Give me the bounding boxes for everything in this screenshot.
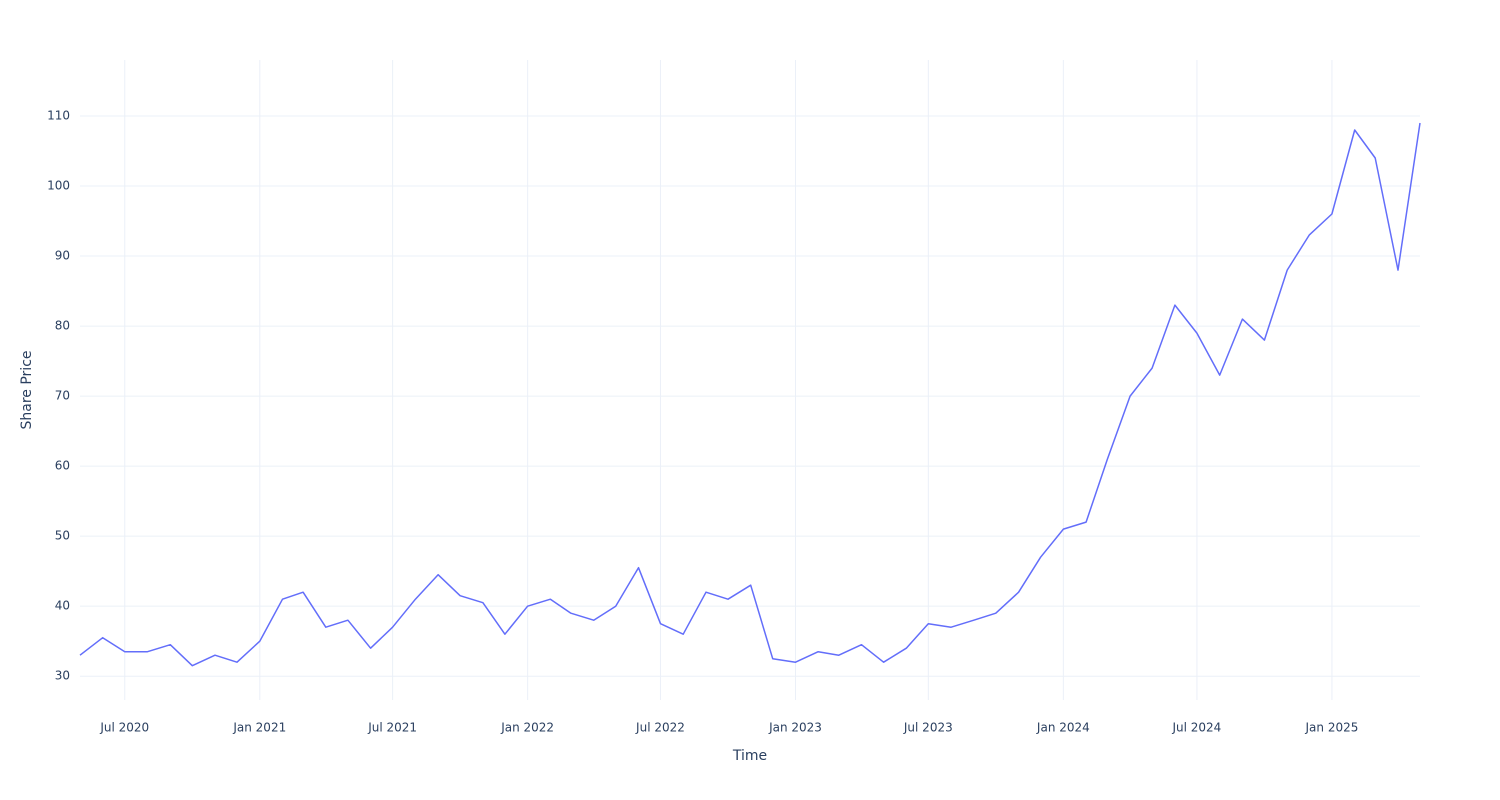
x-tick-label: Jul 2022 — [635, 721, 685, 735]
y-tick-label: 40 — [55, 599, 70, 613]
y-tick-label: 70 — [55, 389, 70, 403]
x-axis-title: Time — [732, 748, 767, 764]
y-tick-label: 110 — [47, 109, 70, 123]
x-tick-label: Jan 2022 — [500, 721, 554, 735]
x-tick-label: Jul 2024 — [1171, 721, 1221, 735]
x-tick-label: Jan 2023 — [768, 721, 822, 735]
x-tick-label: Jul 2020 — [99, 721, 149, 735]
y-tick-label: 90 — [55, 249, 70, 263]
y-tick-label: 100 — [47, 179, 70, 193]
x-tick-label: Jan 2021 — [232, 721, 286, 735]
x-tick-label: Jan 2025 — [1305, 721, 1359, 735]
line — [79, 122, 1421, 667]
y-tick-label: 30 — [55, 669, 70, 683]
grid — [80, 60, 1420, 700]
x-tick-label: Jul 2023 — [903, 721, 953, 735]
y-tick-label: 60 — [55, 459, 70, 473]
y-axis-title: Share Price — [19, 350, 35, 429]
x-tick-label: Jan 2024 — [1036, 721, 1090, 735]
y-tick-label: 50 — [55, 529, 70, 543]
x-tick-label: Jul 2021 — [367, 721, 417, 735]
y-tick-label: 80 — [55, 319, 70, 333]
